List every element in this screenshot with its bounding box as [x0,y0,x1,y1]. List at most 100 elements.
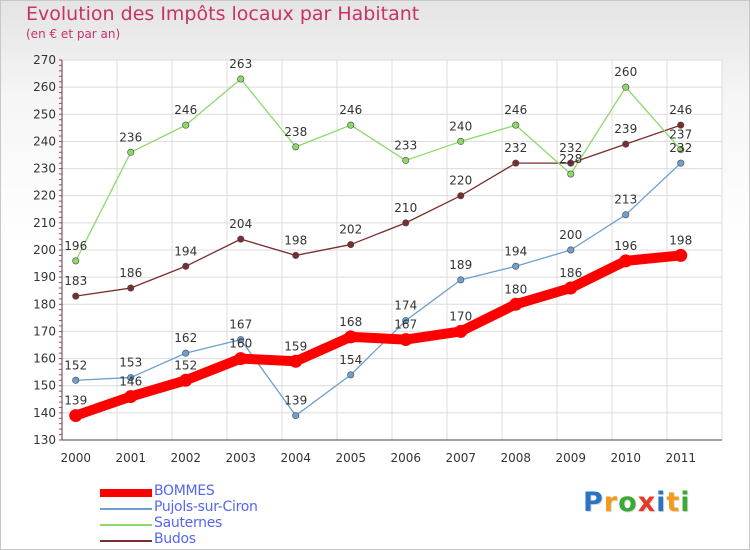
data-point [72,376,80,384]
data-label: 240 [449,119,472,133]
data-label: 196 [614,239,637,253]
data-point [622,140,630,148]
y-tick-label: 240 [33,134,56,148]
logo-letter: P [583,487,604,518]
legend-label: Budos [154,531,196,547]
x-tick-label: 2010 [610,451,641,465]
data-point [402,219,410,227]
data-point [512,159,520,167]
series-line-sauternes [75,78,682,262]
data-point [347,241,355,249]
y-tick-label: 130 [33,433,56,447]
data-point [69,409,83,423]
data-label: 159 [284,339,307,353]
data-point [179,373,193,387]
y-tick-label: 160 [33,352,56,366]
data-point [619,254,633,268]
y-tick-label: 180 [33,297,56,311]
data-point [127,284,135,292]
data-label: 170 [449,309,472,323]
legend-label: Pujols-sur-Ciron [154,499,258,515]
data-point [567,246,575,254]
data-point [457,137,465,145]
data-point [289,354,303,368]
data-label: 260 [614,65,637,79]
y-tick-label: 260 [33,80,56,94]
data-label: 220 [449,174,472,188]
data-point [182,349,190,357]
x-tick-label: 2005 [335,451,366,465]
data-label: 167 [229,318,252,332]
data-label: 239 [614,122,637,136]
y-tick-label: 220 [33,189,56,203]
data-point [512,121,520,129]
data-point [402,317,410,325]
data-label: 139 [284,394,307,408]
data-label: 232 [669,141,692,155]
data-point [509,297,523,311]
data-label: 200 [559,228,582,242]
y-tick-label: 200 [33,243,56,257]
data-label: 168 [339,315,362,329]
data-point [564,281,578,295]
data-label: 246 [174,103,197,117]
logo-letter: o [618,487,638,518]
data-label: 154 [339,353,362,367]
legend-label: Sauternes [154,515,223,531]
logo-letter: x [637,487,657,518]
data-label: 183 [64,274,87,288]
legend-swatch [100,489,152,497]
data-label: 236 [119,130,142,144]
data-point [677,121,685,129]
data-point [72,257,80,265]
data-label: 186 [119,266,142,280]
data-label: 194 [174,244,197,258]
data-label: 167 [394,318,417,332]
logo-letter: i [680,487,691,518]
data-label: 153 [119,356,142,370]
data-point [622,83,630,91]
logo-letter: i [656,487,667,518]
data-point [127,374,135,382]
data-label: 232 [559,141,582,155]
data-label: 160 [229,337,252,351]
data-label: 228 [559,152,582,166]
data-label: 202 [339,223,362,237]
y-tick-label: 190 [33,270,56,284]
data-point [454,324,468,338]
x-tick-label: 2003 [225,451,256,465]
y-tick-label: 150 [33,379,56,393]
data-label: 233 [394,138,417,152]
y-tick-label: 210 [33,216,56,230]
data-label: 246 [504,103,527,117]
data-point [234,352,248,366]
data-label: 246 [339,103,362,117]
data-label: 152 [64,358,87,372]
data-point [457,276,465,284]
data-point [622,211,630,219]
data-point [182,121,190,129]
y-tick-label: 140 [33,406,56,420]
legend-swatch [100,524,152,526]
x-tick-label: 2006 [390,451,421,465]
y-tick-label: 170 [33,324,56,338]
data-point [292,251,300,259]
data-point [344,330,358,344]
data-point [674,248,688,262]
data-point [347,121,355,129]
data-label: 194 [504,244,527,258]
data-label: 146 [119,375,142,389]
logo-letter: r [603,487,619,518]
chart-title: Evolution des Impôts locaux par Habitant [26,3,420,25]
data-label: 198 [284,233,307,247]
data-label: 210 [394,201,417,215]
data-point [567,170,575,178]
data-label: 263 [229,57,252,71]
series-line-pujols-sur-ciron [75,162,682,417]
chart-subtitle: (en € et par an) [26,27,121,41]
data-point [677,146,685,154]
data-label: 198 [669,233,692,247]
data-point [292,143,300,151]
series-line-bommes [70,250,686,421]
data-point [567,159,575,167]
